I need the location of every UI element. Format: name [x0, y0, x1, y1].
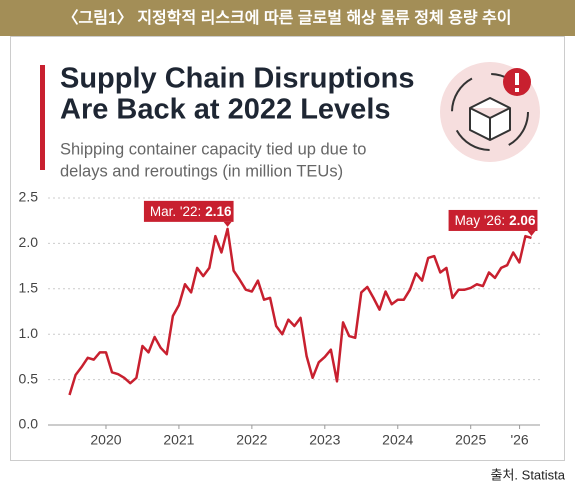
x-tick-label: 2023 — [309, 432, 340, 448]
annotation-label: May '26: — [455, 213, 506, 228]
icon-box — [469, 97, 511, 141]
y-tick-label: 0.0 — [19, 416, 39, 432]
chart-subtitle: Shipping container capacity tied up due … — [60, 140, 366, 158]
annotation-label: Mar. '22: — [150, 203, 201, 218]
x-tick-label: '26 — [510, 432, 528, 448]
icon — [440, 62, 540, 162]
annotation-text: May '26: 2.06 — [455, 213, 536, 228]
accent-bar — [40, 65, 45, 170]
annotation-pointer — [223, 221, 232, 227]
y-tick-label: 0.5 — [19, 370, 39, 386]
annotation-value: 2.16 — [205, 203, 232, 218]
annotation: May '26: 2.06 — [448, 209, 538, 236]
chart-title: Supply Chain Disruptions — [60, 63, 414, 95]
data-line — [68, 227, 532, 396]
banner — [0, 0, 575, 36]
y-tick-label: 1.0 — [19, 325, 39, 341]
x-tick-label: 2022 — [236, 432, 267, 448]
x-tick-label: 2021 — [163, 432, 194, 448]
annotation-box — [448, 209, 538, 231]
chart-title: Are Back at 2022 Levels — [60, 94, 391, 126]
x-tick-label: 2024 — [382, 432, 413, 448]
y-tick-label: 2.5 — [19, 189, 39, 205]
icon-alert-mark — [515, 73, 519, 85]
annotation-pointer — [527, 230, 536, 236]
icon-alert-dot — [515, 88, 519, 92]
source: 출처. Statista — [491, 467, 566, 482]
y-tick-label: 2.0 — [19, 234, 39, 250]
annotation-box — [143, 200, 234, 222]
x-tick-label: 2025 — [455, 432, 486, 448]
banner-title: 〈그림1〉 지정학적 리스크에 따른 글로벌 해상 물류 정체 용량 추이 — [63, 8, 512, 27]
annotation-value: 2.06 — [509, 213, 536, 228]
chart-subtitle: delays and reroutings (in million TEUs) — [60, 162, 343, 180]
icon-arrows — [451, 73, 529, 151]
x-tick-label: 2020 — [90, 432, 121, 448]
annotation-text: Mar. '22: 2.16 — [150, 203, 232, 218]
annotation: Mar. '22: 2.16 — [143, 200, 234, 227]
y-tick-label: 1.5 — [19, 280, 39, 296]
